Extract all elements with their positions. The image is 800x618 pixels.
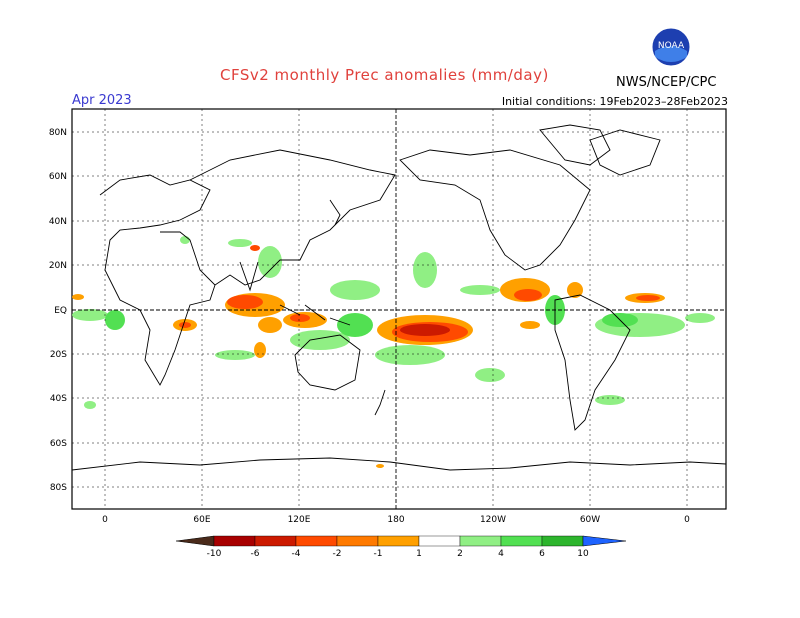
map-title: CFSv2 monthly Prec anomalies (mm/day) <box>220 66 549 84</box>
anomaly-fields <box>72 236 715 468</box>
lat-label-eq: EQ <box>54 306 67 316</box>
legend-swatch <box>295 535 338 547</box>
lat-label-20n: 20N <box>49 261 67 271</box>
legend-arrow-low <box>175 535 215 547</box>
legend-swatch <box>336 535 379 547</box>
legend-swatch <box>459 535 502 547</box>
forecast-month: Apr 2023 <box>72 93 132 108</box>
legend-swatch <box>418 535 461 547</box>
lat-label-40s: 40S <box>50 394 67 404</box>
legend-label: -4 <box>292 549 301 559</box>
lat-label-80n: 80N <box>49 128 67 138</box>
lon-label-120w: 120W <box>480 515 506 525</box>
initial-conditions: Initial conditions: 19Feb2023–28Feb2023 <box>501 95 728 108</box>
legend-label: 6 <box>539 549 545 559</box>
legend-arrow-high <box>582 535 627 547</box>
legend-label: 2 <box>457 549 463 559</box>
lon-labels: 0 60E 120E 180 120W 60W 0 <box>102 515 690 525</box>
legend-label: 10 <box>577 549 589 559</box>
lat-label-20s: 20S <box>50 350 67 360</box>
map-frame <box>71 108 727 510</box>
grid-lines <box>72 109 726 509</box>
lon-label-60e: 60E <box>193 515 210 525</box>
legend-swatch <box>541 535 584 547</box>
organization-label: NWS/NCEP/CPC <box>616 75 717 90</box>
lon-label-0-east: 0 <box>684 515 690 525</box>
lat-label-80s: 80S <box>50 483 67 493</box>
svg-text:NOAA: NOAA <box>658 41 685 51</box>
legend-swatch <box>377 535 420 547</box>
lat-label-60n: 60N <box>49 172 67 182</box>
lon-label-120e: 120E <box>288 515 311 525</box>
legend-swatch <box>500 535 543 547</box>
lat-labels: 80N 60N 40N 20N EQ 20S 40S 60S 80S <box>49 128 67 493</box>
legend-swatch <box>213 535 256 547</box>
noaa-logo-icon: NOAA <box>651 27 691 67</box>
legend-label: -6 <box>251 549 260 559</box>
coastlines <box>71 124 727 471</box>
legend-label: 1 <box>416 549 422 559</box>
lat-label-60s: 60S <box>50 439 67 449</box>
legend-swatch <box>254 535 297 547</box>
lon-label-0-west: 0 <box>102 515 108 525</box>
lon-label-60w: 60W <box>580 515 600 525</box>
lon-label-180: 180 <box>387 515 404 525</box>
legend-label: -1 <box>374 549 383 559</box>
lat-label-40n: 40N <box>49 217 67 227</box>
color-legend: -10 -6 -4 -2 -1 1 2 4 6 10 <box>175 535 627 559</box>
legend-label: -10 <box>207 549 222 559</box>
legend-label: -2 <box>333 549 342 559</box>
legend-label: 4 <box>498 549 504 559</box>
